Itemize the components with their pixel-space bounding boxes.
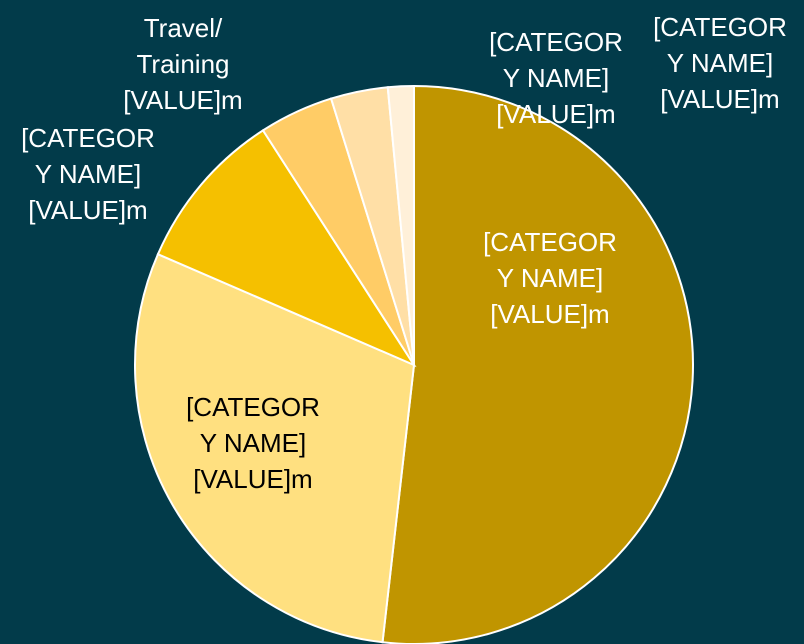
pie-slice (381, 84, 694, 644)
slice-label: Y NAME] (503, 63, 609, 93)
slice-label: Y NAME] (35, 159, 141, 189)
pie-slice (156, 128, 417, 368)
pie-slice (134, 252, 416, 644)
slice-label: [CATEGOR (21, 123, 155, 153)
slice-label: [VALUE]m (123, 85, 242, 115)
slice-label: [VALUE]m (490, 299, 609, 329)
slice-label: Training (137, 49, 230, 79)
slice-label: Y NAME] (200, 428, 306, 458)
slice-label: Travel/ (144, 13, 223, 43)
pie-slice (386, 84, 415, 366)
slice-label: [CATEGOR (653, 12, 787, 42)
slice-label: Y NAME] (497, 263, 603, 293)
slice-label: [CATEGOR (489, 27, 623, 57)
slice-label: [CATEGOR (483, 227, 617, 257)
slice-label: [VALUE]m (28, 195, 147, 225)
slice-label: [VALUE]m (193, 464, 312, 494)
slice-label: Y NAME] (667, 48, 773, 78)
slice-label: [VALUE]m (660, 84, 779, 114)
slice-label: [CATEGOR (186, 392, 320, 422)
slice-label: [VALUE]m (496, 99, 615, 129)
